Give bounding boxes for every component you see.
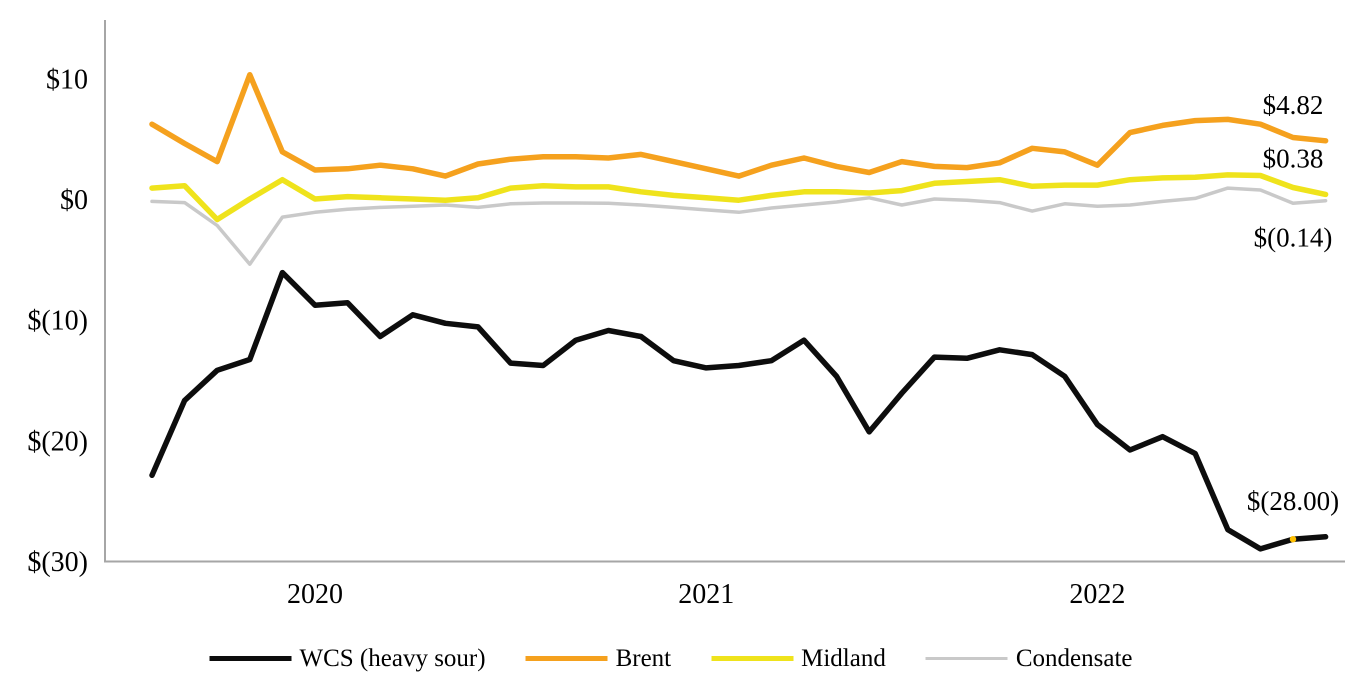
legend-label: Condensate [1015, 645, 1133, 672]
legend-label: Brent [615, 645, 672, 672]
series-line-wcs-heavy-sour [149, 269, 1329, 552]
end-value-label-brent: $4.82 [1263, 90, 1324, 120]
legend-swatch-midland [711, 655, 794, 662]
y-axis-tick-label: $(20) [27, 426, 88, 457]
series-line-condensate [150, 186, 1328, 266]
chart-container: $10 $0 $(10) $(20) $(30) 2020 2021 2022 $(28.00)… [27, 20, 1345, 610]
legend-item-wcs-heavy-sour: WCS (heavy sour) [209, 645, 486, 672]
x-axis-year-label-2022: 2022 [1069, 579, 1125, 610]
y-axis-tick-label: $10 [46, 64, 88, 95]
legend-swatch-brent [525, 655, 608, 662]
price-differentials-chart: $10 $0 $(10) $(20) $(30) 2020 2021 2022 $(28.00)… [27, 20, 1345, 610]
y-axis-tick-label: $0 [60, 185, 88, 216]
series-line-brent [149, 71, 1329, 179]
series-line-midland [149, 172, 1329, 223]
chart-legend: WCS (heavy sour) Brent Midland Condensat… [209, 645, 1133, 672]
end-value-label-wcs-heavy-sour: $(28.00) [1247, 486, 1339, 516]
y-axis-tick-label: $(10) [27, 306, 88, 337]
x-axis-year-label-2021: 2021 [678, 579, 734, 610]
last-data-point-marker [1289, 536, 1297, 543]
legend-swatch-condensate [925, 656, 1008, 661]
x-axis-year-label-2020: 2020 [287, 579, 343, 610]
legend-label: WCS (heavy sour) [299, 645, 486, 672]
legend-item-midland: Midland [711, 646, 886, 671]
end-value-label-midland: $0.38 [1263, 143, 1324, 173]
legend-item-brent: Brent [525, 645, 672, 672]
end-value-label-condensate: $(0.14) [1254, 223, 1333, 253]
legend-swatch-wcs-heavy-sour [209, 655, 292, 662]
legend-label: Midland [801, 645, 886, 672]
y-axis-tick-label: $(30) [27, 547, 88, 578]
legend-item-condensate: Condensate [925, 645, 1133, 672]
